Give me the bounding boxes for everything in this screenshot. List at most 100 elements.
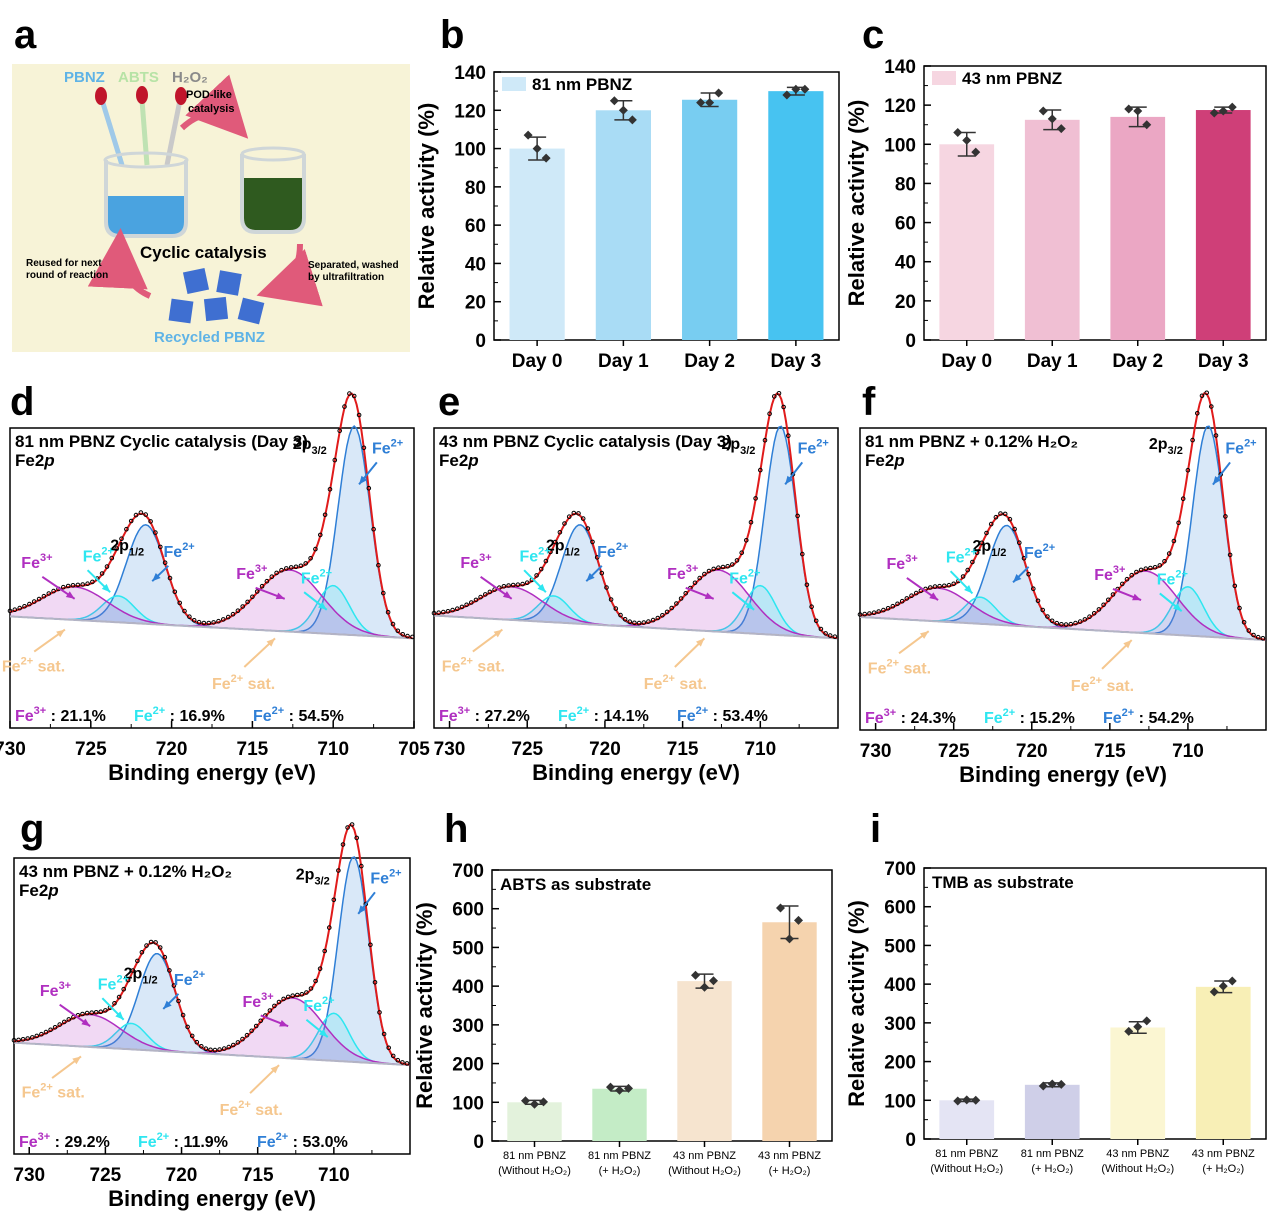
y-tick-label: 60 bbox=[465, 216, 486, 237]
raw-data-point bbox=[483, 592, 488, 597]
x-tick-label: 720 bbox=[589, 739, 621, 760]
raw-data-point bbox=[52, 1025, 58, 1030]
data-point bbox=[785, 934, 794, 944]
spectrum-subtitle: Fe2p bbox=[439, 451, 479, 470]
data-point bbox=[1209, 108, 1219, 118]
data-point bbox=[1227, 976, 1237, 986]
raw-data-point bbox=[748, 519, 754, 525]
data-point bbox=[1218, 106, 1228, 116]
raw-data-point bbox=[566, 514, 572, 520]
peak-label-2p32: 2p3/2 bbox=[721, 436, 755, 457]
raw-data-point bbox=[1031, 586, 1036, 592]
x-tick-label: (+ H₂O₂) bbox=[1202, 1163, 1244, 1175]
raw-data-point bbox=[857, 612, 863, 617]
raw-data-point bbox=[144, 943, 149, 948]
raw-data-point bbox=[632, 620, 637, 626]
peak-label-2p12: 2p1/2 bbox=[124, 966, 158, 987]
raw-data-point bbox=[274, 570, 279, 576]
peak-label-2p32: 2p3/2 bbox=[296, 866, 330, 887]
component-fill bbox=[10, 586, 413, 639]
annotation-arrowhead bbox=[266, 638, 276, 647]
x-tick-label: 715 bbox=[667, 739, 699, 760]
data-point bbox=[791, 84, 801, 94]
cyclic-catalysis-label: Cyclic catalysis bbox=[140, 243, 267, 262]
raw-data-point bbox=[772, 394, 777, 399]
peak-label-2p12: 2p1/2 bbox=[110, 537, 144, 558]
raw-data-point bbox=[240, 604, 245, 609]
x-axis-label: Binding energy (eV) bbox=[108, 1186, 316, 1211]
raw-data-point bbox=[1251, 632, 1256, 638]
raw-data-point bbox=[298, 563, 304, 569]
raw-data-point bbox=[61, 584, 66, 590]
raw-data-point bbox=[534, 573, 539, 578]
raw-data-point bbox=[660, 613, 665, 618]
raw-data-point bbox=[739, 550, 745, 556]
x-tick-label: 730 bbox=[13, 1165, 45, 1186]
annotation-arrowhead bbox=[964, 585, 973, 594]
raw-data-point bbox=[580, 516, 586, 521]
x-tick-label: 43 nm PBNZ bbox=[1192, 1148, 1255, 1160]
raw-data-point bbox=[342, 404, 347, 409]
annotation-arrowhead bbox=[704, 592, 714, 600]
x-tick-label: Day 0 bbox=[941, 351, 992, 372]
raw-data-point bbox=[254, 589, 260, 594]
raw-data-point bbox=[669, 605, 675, 611]
y-tick-label: 400 bbox=[884, 975, 916, 996]
raw-data-point bbox=[345, 825, 350, 830]
raw-data-point bbox=[31, 599, 37, 604]
raw-data-point bbox=[225, 614, 231, 620]
raw-data-point bbox=[1012, 526, 1017, 532]
component-fill bbox=[860, 571, 1266, 640]
spectrum-subtitle: Fe2p bbox=[15, 451, 55, 470]
panel-label-f: f bbox=[862, 380, 876, 424]
raw-data-point bbox=[1040, 607, 1045, 613]
raw-data-point bbox=[951, 581, 957, 587]
catalysis-label: catalysis bbox=[188, 103, 234, 115]
annotation-arrowhead bbox=[586, 572, 595, 582]
raw-data-point bbox=[404, 1061, 410, 1066]
panel-label-b: b bbox=[440, 13, 464, 57]
raw-data-point bbox=[276, 999, 282, 1005]
y-tick-label: 300 bbox=[884, 1014, 916, 1035]
raw-data-point bbox=[1260, 636, 1266, 641]
x-tick-label: 710 bbox=[1172, 741, 1204, 762]
x-tick-label: 43 nm PBNZ bbox=[758, 1150, 821, 1162]
raw-data-point bbox=[221, 617, 226, 622]
spectrum-title: 81 nm PBNZ + 0.12% H₂O₂ bbox=[865, 432, 1078, 451]
raw-data-point bbox=[702, 571, 707, 577]
x-tick-label: 710 bbox=[317, 739, 349, 760]
annotation-fe2-satellite: Fe2+ sat. bbox=[644, 673, 707, 693]
chart-title: ABTS as substrate bbox=[500, 875, 651, 894]
raw-data-point bbox=[167, 968, 172, 973]
x-tick-label: Day 3 bbox=[771, 351, 822, 372]
data-point bbox=[1142, 1016, 1152, 1026]
component-fill bbox=[14, 1013, 410, 1066]
raw-data-point bbox=[112, 1001, 117, 1006]
annotation-fe3: Fe3+ bbox=[1094, 564, 1125, 584]
raw-data-point bbox=[1209, 404, 1214, 409]
raw-data-point bbox=[1204, 390, 1209, 396]
raw-data-point bbox=[16, 1037, 21, 1043]
raw-data-point bbox=[253, 1023, 259, 1029]
raw-data-point bbox=[22, 604, 27, 609]
raw-data-point bbox=[191, 618, 197, 623]
raw-data-point bbox=[459, 604, 465, 610]
annotation-fe2-sat: Fe2+ bbox=[83, 545, 114, 565]
data-point bbox=[615, 1085, 624, 1095]
raw-data-point bbox=[162, 954, 168, 960]
raw-data-point bbox=[960, 574, 966, 579]
y-tick-label: 80 bbox=[895, 174, 916, 195]
raw-data-point bbox=[674, 601, 679, 606]
raw-data-point bbox=[1213, 433, 1219, 438]
legend-label: 43 nm PBNZ bbox=[962, 69, 1062, 88]
annotation-arrowhead bbox=[65, 591, 75, 599]
raw-data-point bbox=[590, 539, 595, 545]
raw-data-point bbox=[1082, 617, 1088, 622]
raw-data-point bbox=[450, 607, 455, 613]
raw-data-point bbox=[386, 1045, 392, 1051]
raw-data-point bbox=[1190, 437, 1195, 443]
x-axis-label: Binding energy (eV) bbox=[532, 760, 740, 785]
raw-data-point bbox=[376, 562, 381, 568]
baseline-curve bbox=[13, 1041, 410, 1067]
